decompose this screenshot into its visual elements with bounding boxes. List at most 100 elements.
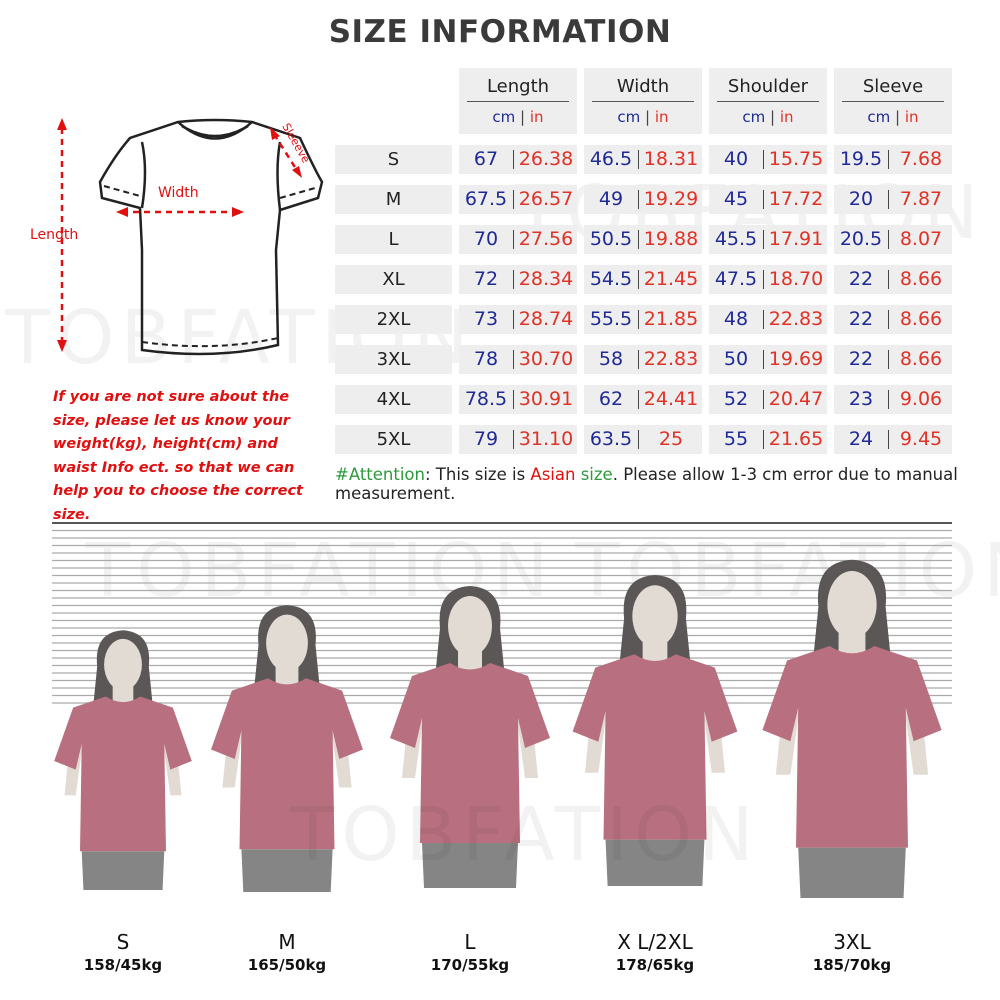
table-cell: 55.5 21.85 [584, 305, 702, 334]
in-value: 19.29 [643, 188, 699, 210]
cm-value: 78.5 [464, 388, 508, 410]
model-label: M 165/50kg [207, 930, 367, 974]
unit-cm: cm [617, 108, 641, 126]
table-cell: 45.5 17.91 [709, 225, 827, 254]
table-cell: 19.5 7.68 [834, 145, 952, 174]
divider [888, 270, 893, 289]
table-cell: 52 20.47 [709, 385, 827, 414]
table-cell: 45 17.72 [709, 185, 827, 214]
cm-value: 55 [723, 428, 749, 450]
in-value: 17.91 [768, 228, 824, 250]
divider [638, 350, 643, 369]
table-cell: 50 19.69 [709, 345, 827, 374]
divider [888, 190, 893, 209]
in-value: 27.56 [518, 228, 574, 250]
divider [763, 350, 768, 369]
in-value: 18.31 [643, 148, 699, 170]
in-value: 21.65 [768, 428, 824, 450]
cm-value: 73 [473, 308, 499, 330]
size-cell: 3XL [335, 345, 452, 374]
divider [888, 230, 893, 249]
divider [763, 230, 768, 249]
cm-value: 79 [473, 428, 499, 450]
unit-in: in [654, 108, 669, 126]
unit-sep: | [520, 108, 526, 126]
model-size: S [116, 930, 130, 954]
model-label: X L/2XL 178/65kg [575, 930, 735, 974]
divider [638, 390, 643, 409]
cm-value: 67.5 [464, 188, 508, 210]
table-cell: 20.5 8.07 [834, 225, 952, 254]
divider [638, 270, 643, 289]
in-value: 28.74 [518, 308, 574, 330]
divider [513, 230, 518, 249]
shirt [762, 646, 942, 848]
model-figure-s [54, 630, 192, 890]
table-cell: 58 22.83 [584, 345, 702, 374]
attention-note: #Attention: This size is Asian size. Ple… [335, 465, 975, 503]
table-cell: 22 8.66 [834, 305, 952, 334]
divider [513, 350, 518, 369]
in-value: 22.83 [768, 308, 824, 330]
model-height-weight: 185/70kg [812, 956, 892, 974]
table-cell: 50.5 19.88 [584, 225, 702, 254]
column-name: Width [592, 76, 694, 102]
cm-value: 50 [723, 348, 749, 370]
divider [638, 310, 643, 329]
divider [763, 270, 768, 289]
pants [605, 839, 705, 886]
in-value: 7.68 [899, 148, 943, 170]
in-value: 9.45 [899, 428, 943, 450]
in-value: 18.70 [768, 268, 824, 290]
model-size: X L/2XL [617, 930, 693, 954]
shirt [572, 654, 738, 840]
face [104, 638, 142, 691]
attention-tag: #Attention [335, 465, 425, 484]
cm-value: 72 [473, 268, 499, 290]
length-label: Length [30, 227, 78, 243]
in-value: 8.66 [899, 268, 943, 290]
in-value: 9.06 [899, 388, 943, 410]
model-figure-l [390, 586, 550, 888]
cm-value: 63.5 [589, 428, 633, 450]
cm-value: 45 [723, 188, 749, 210]
unit-label: cm | in [834, 108, 952, 126]
model-height-weight: 178/65kg [615, 956, 695, 974]
in-value: 7.87 [899, 188, 943, 210]
table-cell: 79 31.10 [459, 425, 577, 454]
in-value: 8.66 [899, 348, 943, 370]
model-label: L 170/55kg [390, 930, 550, 974]
watermark: TOBFATION [290, 792, 760, 878]
table-cell: 48 22.83 [709, 305, 827, 334]
shirt [390, 663, 550, 843]
table-cell: 47.5 18.70 [709, 265, 827, 294]
table-cell: 40 15.75 [709, 145, 827, 174]
cm-value: 19.5 [839, 148, 883, 170]
size-cell: S [335, 145, 452, 174]
model-height-weight: 158/45kg [83, 956, 163, 974]
unit-sep: | [645, 108, 651, 126]
divider [888, 390, 893, 409]
model-figure-3xl [762, 559, 942, 898]
divider [888, 150, 893, 169]
size-cell: L [335, 225, 452, 254]
table-cell: 20 7.87 [834, 185, 952, 214]
size-cell: 2XL [335, 305, 452, 334]
model-label: S 158/45kg [43, 930, 203, 974]
table-cell: 67 26.38 [459, 145, 577, 174]
table-cell: 70 27.56 [459, 225, 577, 254]
unit-in: in [904, 108, 919, 126]
table-cell: 62 24.41 [584, 385, 702, 414]
model-size: L [464, 930, 476, 954]
in-value: 8.66 [899, 308, 943, 330]
divider [638, 150, 643, 169]
divider [638, 230, 643, 249]
face [448, 596, 492, 656]
table-cell: 73 28.74 [459, 305, 577, 334]
cm-value: 70 [473, 228, 499, 250]
unit-label: cm | in [459, 108, 577, 126]
unit-sep: | [895, 108, 901, 126]
unit-in: in [779, 108, 794, 126]
unit-cm: cm [867, 108, 891, 126]
divider [513, 150, 518, 169]
